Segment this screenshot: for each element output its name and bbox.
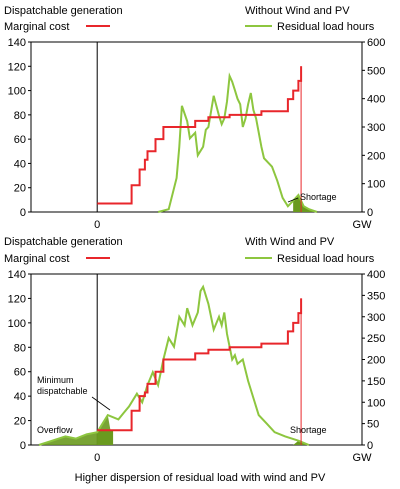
legend-left-title: Dispatchable generation <box>4 5 123 17</box>
overflow-area <box>38 415 114 445</box>
x-axis-label: GW <box>353 219 373 231</box>
y-left-tick-label: 40 <box>14 158 26 170</box>
y-right-tick-label: 50 <box>367 419 379 431</box>
y-left-tick-label: 0 <box>20 207 26 219</box>
y-left-tick-label: 140 <box>8 269 26 281</box>
y-left-tick-label: 60 <box>14 367 26 379</box>
minimum-pointer <box>91 396 111 411</box>
minimum-label-line1: Minimum <box>37 375 74 385</box>
y-left-tick-label: 80 <box>14 342 26 354</box>
y-left-tick-label: 0 <box>20 440 26 452</box>
y-left-tick-label: 140 <box>8 37 26 49</box>
chart-caption: Higher dispersion of residual load with … <box>75 472 326 484</box>
y-right-tick-label: 0 <box>367 440 373 452</box>
legend-right-title: With Wind and PV <box>245 236 335 248</box>
y-right-tick-label: 400 <box>367 269 385 281</box>
y-right-tick-label: 250 <box>367 333 385 345</box>
shortage-pointer <box>287 197 299 203</box>
y-left-tick-label: 120 <box>8 293 26 305</box>
residual-load-line <box>38 284 310 446</box>
residual-load-line <box>157 72 318 213</box>
marginal-cost-line <box>97 66 303 205</box>
chart-panel-2: 0 20 40 60 80 100 120 140 0 50 100 150 200 250 300 350 4… <box>4 236 385 484</box>
y-left-tick-label: 60 <box>14 134 26 146</box>
y-left-tick-label: 120 <box>8 61 26 73</box>
shortage-label: Shortage <box>300 192 337 202</box>
x-zero-label: 0 <box>94 452 100 464</box>
y-right-tick-label: 0 <box>367 207 373 219</box>
legend-right-series: Residual load hours <box>277 253 375 265</box>
y-right-tick-label: 200 <box>367 355 385 367</box>
y-right-tick-label: 150 <box>367 376 385 388</box>
x-zero-label: 0 <box>94 219 100 231</box>
minimum-dispatchable-area <box>97 430 114 445</box>
plot-frame <box>30 273 363 446</box>
y-left-tick-label: 100 <box>8 86 26 98</box>
y-left-tick-label: 80 <box>14 110 26 122</box>
y-right-tick-label: 300 <box>367 122 385 134</box>
y-right-tick-label: 200 <box>367 150 385 162</box>
legend-left-series: Marginal cost <box>4 21 69 33</box>
plot-frame <box>30 41 363 213</box>
legend-right-series: Residual load hours <box>277 21 375 33</box>
y-right-tick-label: 350 <box>367 290 385 302</box>
marginal-cost-line <box>97 298 303 432</box>
shortage-area <box>293 195 317 212</box>
y-right-tick-label: 100 <box>367 179 385 191</box>
overflow-label: Overflow <box>37 425 73 435</box>
y-right-tick-label: 300 <box>367 312 385 324</box>
y-right-tick-label: 500 <box>367 65 385 77</box>
shortage-label: Shortage <box>290 425 327 435</box>
legend-left-title: Dispatchable generation <box>4 236 123 248</box>
legend-right-title: Without Wind and PV <box>245 5 350 17</box>
y-right-tick-label: 600 <box>367 37 385 49</box>
y-right-tick-label: 100 <box>367 397 385 409</box>
minimum-label-line2: dispatchable <box>37 386 88 396</box>
y-left-tick-label: 20 <box>14 183 26 195</box>
y-left-tick-label: 20 <box>14 416 26 428</box>
y-left-tick-label: 100 <box>8 318 26 330</box>
x-axis-label: GW <box>353 452 373 464</box>
y-right-tick-label: 400 <box>367 94 385 106</box>
legend-left-series: Marginal cost <box>4 253 69 265</box>
y-left-tick-label: 40 <box>14 391 26 403</box>
